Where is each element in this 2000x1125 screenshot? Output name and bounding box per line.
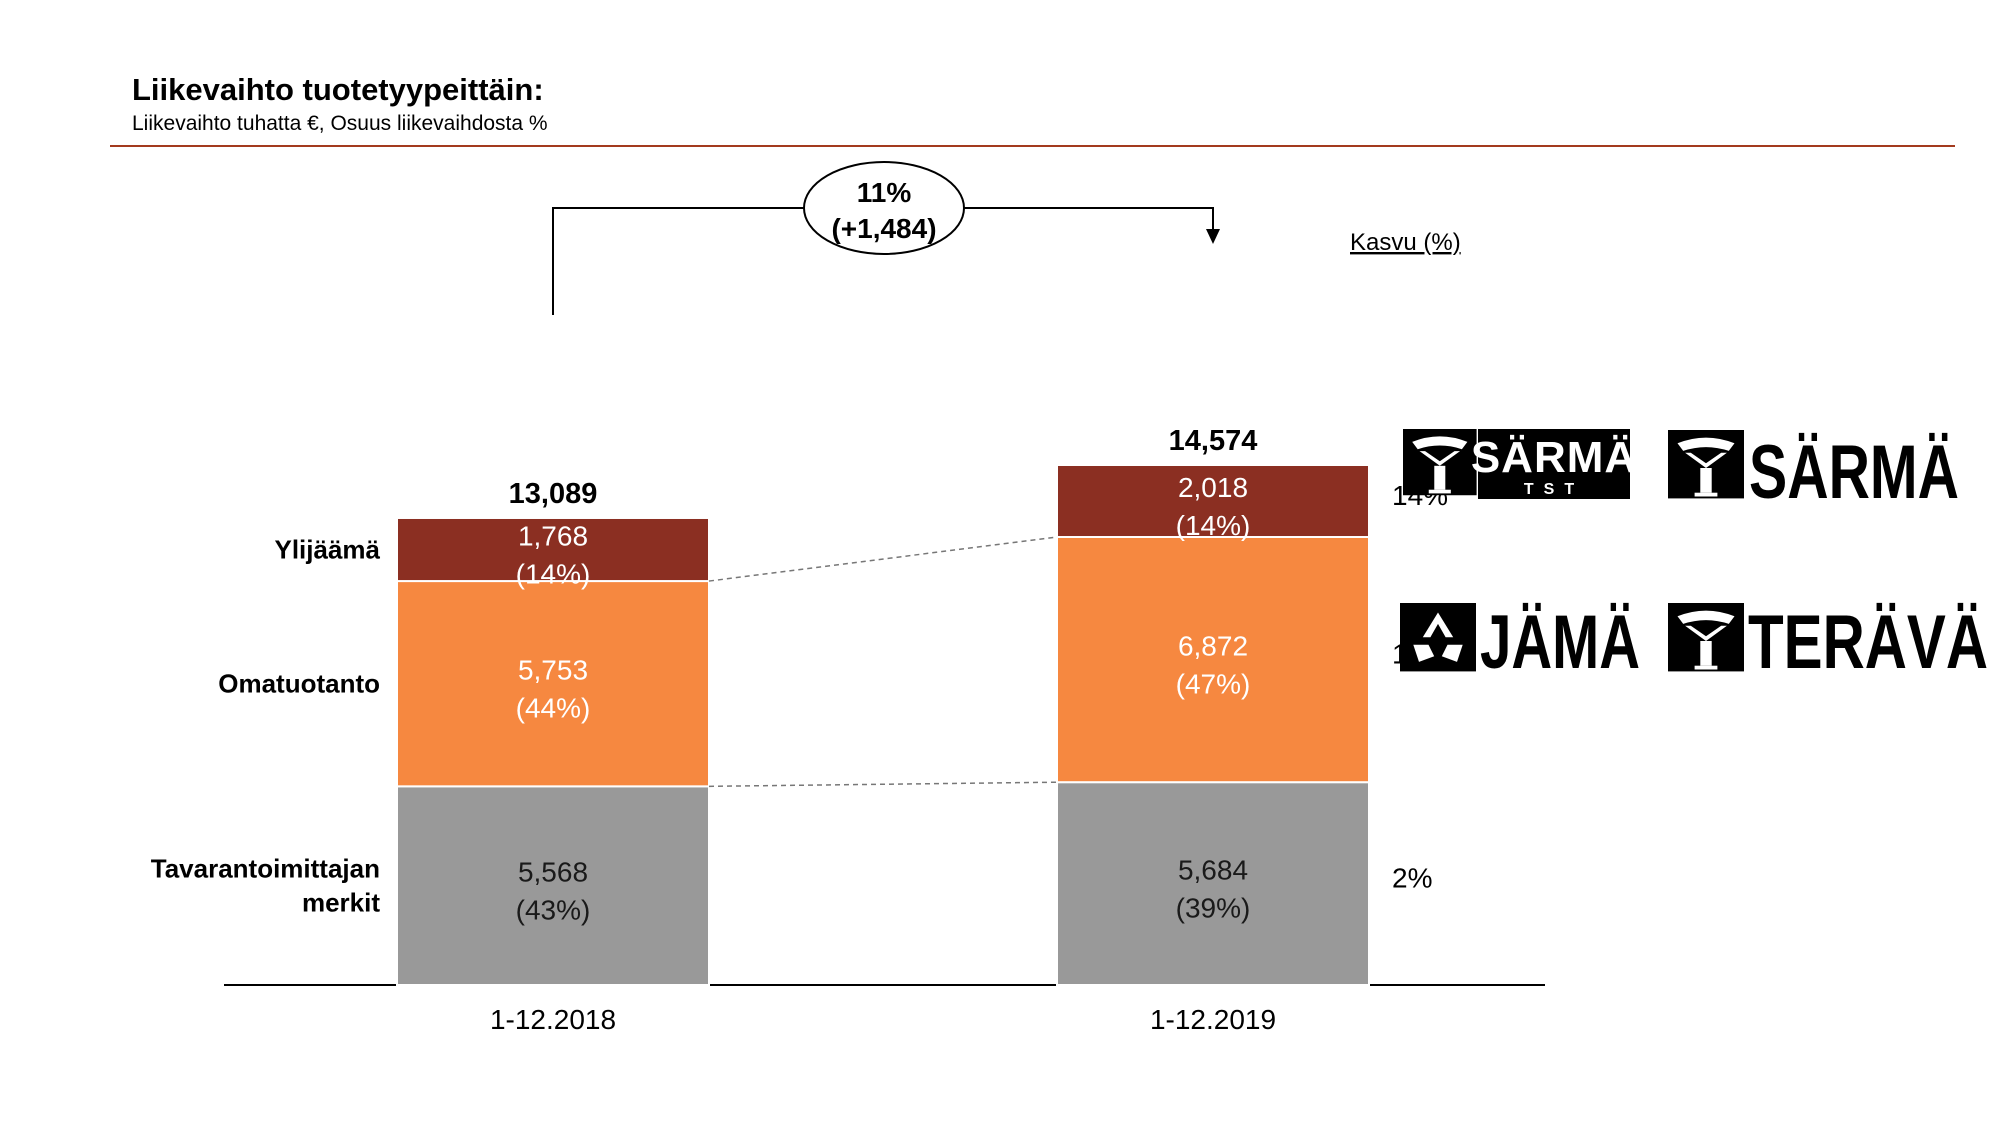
bar-value-label: 5,753 — [518, 655, 588, 686]
change-percent-label: 11% — [857, 177, 912, 208]
x-tick-label: 1-12.2019 — [1150, 1004, 1276, 1035]
growth-label: 2% — [1392, 863, 1432, 894]
bar-omatuotanto-1 — [1056, 536, 1370, 784]
bar-value-label: 5,568 — [518, 857, 588, 888]
series-name-label: Ylijäämä — [274, 535, 380, 565]
change-callout-ellipse — [803, 161, 965, 255]
bar-ylijaama-0 — [396, 516, 710, 583]
brand-name: SÄRMÄ — [1749, 430, 1959, 515]
bar-total-label: 13,089 — [509, 478, 598, 510]
bar-share-label: (39%) — [1176, 893, 1251, 924]
series-name-label: Tavarantoimittajan merkit — [151, 854, 381, 918]
growth-header: Kasvu (%) — [1350, 229, 1461, 256]
tower-icon — [1403, 429, 1477, 496]
series-name-line: Tavarantoimittajan — [151, 854, 380, 884]
segment-connector-line — [708, 781, 1058, 788]
brand-subname: TST — [1524, 481, 1584, 498]
tower-icon — [1668, 430, 1744, 499]
brand-name: SÄRMÄ — [1471, 433, 1637, 482]
bar-share-label: (14%) — [1176, 510, 1251, 541]
brand-box — [1478, 429, 1630, 499]
bar-omatuotanto-0 — [396, 580, 710, 788]
bar-ylijaama-1 — [1056, 463, 1370, 539]
header-divider — [110, 145, 1955, 147]
segment-connector-line — [708, 536, 1058, 582]
bar-total-label: 14,574 — [1169, 425, 1258, 457]
bar-value-label: 1,768 — [518, 521, 588, 552]
bar-share-label: (44%) — [516, 693, 591, 724]
brand-name: JÄMÄ — [1480, 600, 1640, 685]
tower-icon — [1668, 603, 1744, 672]
bar-share-label: (14%) — [516, 559, 591, 590]
series-name-line: merkit — [302, 888, 380, 918]
page-subtitle: Liikevaihto tuhatta €, Osuus liikevaihdo… — [132, 112, 548, 135]
x-tick-label: 1-12.2018 — [490, 1004, 616, 1035]
bar-value-label: 2,018 — [1178, 472, 1248, 503]
bar-share-label: (43%) — [516, 895, 591, 926]
recycle-icon — [1400, 603, 1476, 672]
page-title: Liikevaihto tuotetyypeittäin: — [132, 72, 544, 107]
bar-share-label: (47%) — [1176, 669, 1251, 700]
change-absolute-label: (+1,484) — [831, 213, 936, 244]
bar-value-label: 5,684 — [1178, 855, 1248, 886]
change-arrowhead — [1206, 229, 1220, 244]
brand-name: TERÄVÄ — [1748, 600, 1988, 685]
bar-tavarantoimittajan-0 — [396, 785, 710, 986]
series-name-label: Omatuotanto — [218, 669, 380, 699]
bar-value-label: 6,872 — [1178, 631, 1248, 662]
